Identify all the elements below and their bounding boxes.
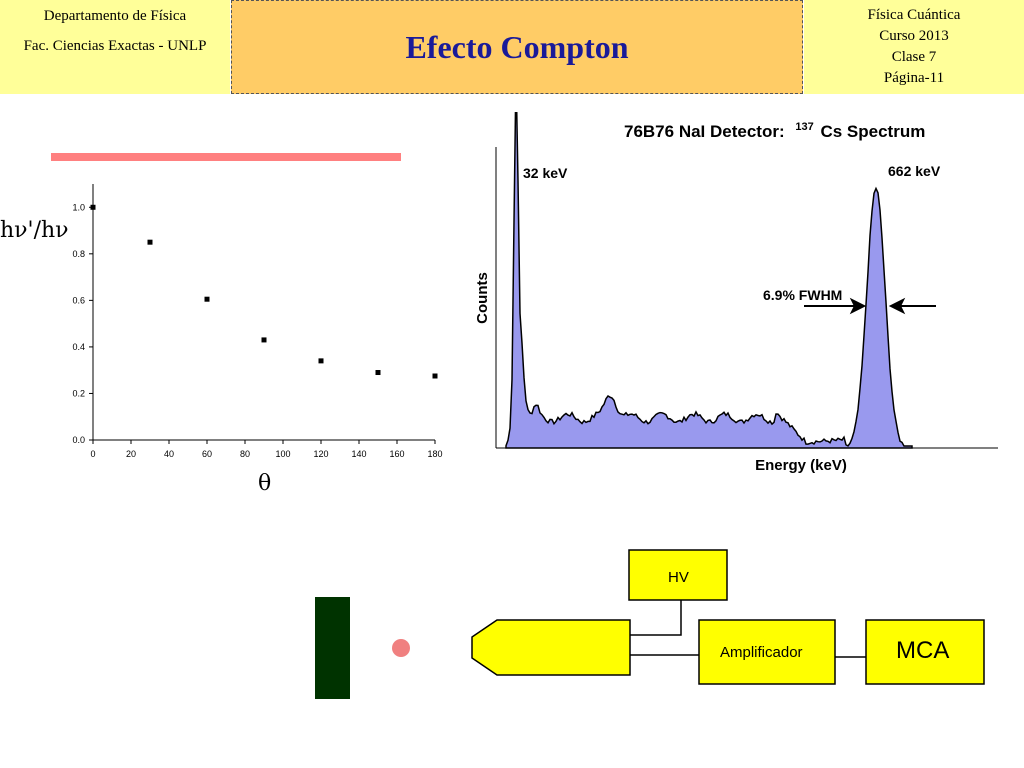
spectrum-area: [505, 112, 913, 449]
page-title: Efecto Compton: [405, 29, 629, 65]
x-tick-label: 160: [389, 449, 404, 459]
data-point: [375, 370, 381, 376]
course-label: Física Cuántica: [867, 7, 961, 23]
x-tick-label: 60: [202, 449, 212, 459]
pink-bar: [51, 153, 401, 161]
amplifier-label: Amplificador: [720, 644, 803, 661]
spectrum-title-tail: Cs Spectrum: [820, 122, 925, 141]
class-label: Clase 7: [891, 49, 937, 65]
peak-32-label: 32 keV: [523, 165, 568, 181]
spectrum-y-label: Counts: [474, 272, 491, 324]
peak-662-label: 662 keV: [888, 163, 941, 179]
y-tick-label: 0.8: [72, 249, 85, 259]
spectrum-title-main: 76B76 NaI Detector:: [624, 122, 785, 141]
x-tick-label: 40: [164, 449, 174, 459]
x-tick-label: 180: [427, 449, 442, 459]
ratio-vs-angle-chart: 0 20 40 60 80 100 120 140 160 180 0.0 0.2 0.4 0.6 0.8 1…: [0, 184, 443, 496]
data-point: [204, 296, 210, 302]
y-axis-label: hν'/hν: [0, 218, 69, 243]
x-tick-label: 20: [126, 449, 136, 459]
hv-box: [628, 549, 728, 601]
faculty-label: Fac. Ciencias Exactas - UNLP: [23, 38, 207, 54]
data-point: [432, 373, 438, 379]
department-label: Departamento de Física: [43, 8, 187, 24]
amplifier-box: [698, 619, 836, 685]
fwhm-label: 6.9% FWHM: [763, 287, 842, 303]
data-point: [318, 358, 324, 364]
source-block: [315, 597, 350, 699]
x-tick-label: 80: [240, 449, 250, 459]
y-tick-label: 0.0: [72, 435, 85, 445]
y-tick-label: 0.6: [72, 295, 85, 305]
mca-box: [865, 619, 985, 685]
spectrum-x-label: Energy (keV): [755, 457, 847, 474]
hv-label: HV: [668, 569, 689, 586]
fwhm-arrows: [804, 297, 936, 315]
x-tick-label: 120: [313, 449, 328, 459]
data-point: [90, 204, 96, 210]
header-right-panel: Física Cuántica Curso 2013 Clase 7 Págin…: [804, 0, 1024, 94]
gamma-source-dot: [392, 639, 410, 657]
data-point: [147, 239, 153, 245]
course-year-label: Curso 2013: [879, 28, 949, 44]
y-tick-label: 0.2: [72, 388, 85, 398]
page-number-label: Página-11: [883, 70, 945, 86]
mca-label: MCA: [896, 637, 949, 664]
detector-body: [471, 619, 631, 676]
y-tick-label: 0.4: [72, 342, 85, 352]
spectrum-title-super: 137: [795, 121, 813, 133]
x-axis-label: θ: [258, 471, 271, 496]
spectrum-title: 76B76 NaI Detector: 137 Cs Spectrum: [624, 115, 925, 141]
x-tick-label: 140: [351, 449, 366, 459]
x-tick-label: 0: [90, 449, 95, 459]
cs137-spectrum-chart: 76B76 NaI Detector: 137 Cs Spectrum 32 k…: [474, 112, 998, 474]
header-title-panel: Efecto Compton: [231, 0, 803, 94]
detector-diagram: HV Amplificador MCA: [315, 549, 985, 699]
y-tick-label: 1.0: [72, 202, 85, 212]
data-point: [261, 337, 267, 343]
x-tick-label: 100: [275, 449, 290, 459]
header-left-panel: Departamento de Física Fac. Ciencias Exa…: [0, 0, 230, 94]
hv-wire: [630, 600, 682, 636]
